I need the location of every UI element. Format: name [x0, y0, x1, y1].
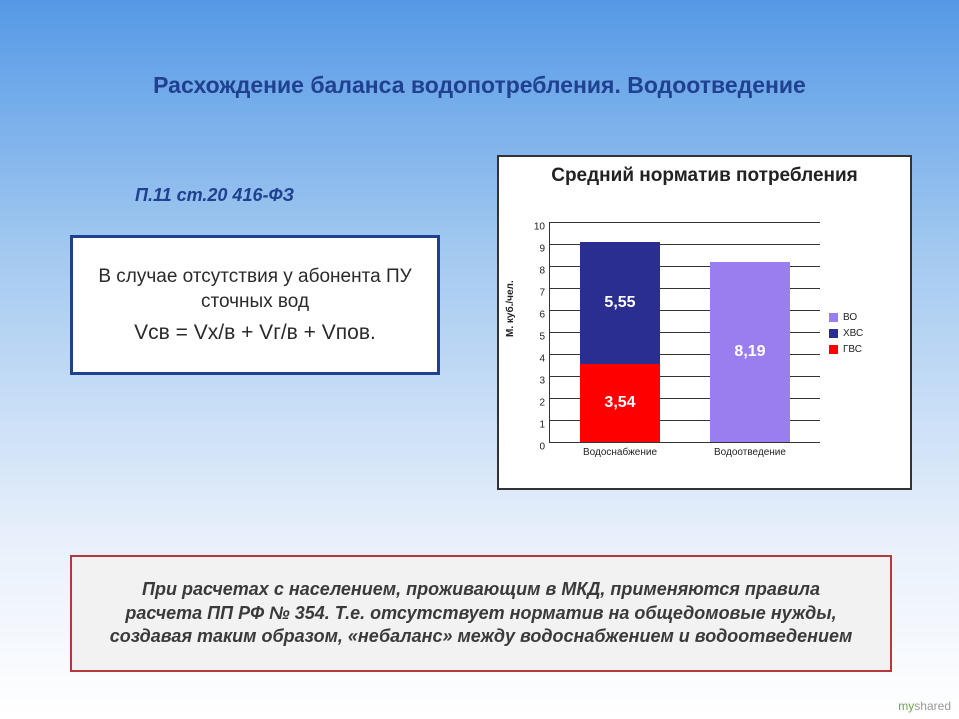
bar-segment: 8,19	[710, 262, 790, 442]
footer-box: При расчетах с населением, проживающим в…	[70, 555, 892, 672]
chart-body: М. куб./чел. 0123456789103,545,55Водосна…	[499, 217, 910, 488]
watermark: myshared	[898, 699, 951, 713]
y-tick-label: 2	[527, 398, 545, 409]
y-tick-label: 10	[527, 222, 545, 233]
y-tick-label: 0	[527, 442, 545, 453]
legend: ВО ХВС ГВС	[829, 312, 863, 360]
formula-text: В случае отсутствия у абонента ПУ сточны…	[83, 265, 427, 314]
legend-item: ХВС	[829, 328, 863, 339]
legend-swatch	[829, 345, 838, 354]
legend-swatch	[829, 313, 838, 322]
bar-segment: 3,54	[580, 364, 660, 442]
x-category-label: Водоснабжение	[570, 447, 670, 458]
bar-segment: 5,55	[580, 242, 660, 364]
chart-title: Средний норматив потребления	[499, 165, 910, 188]
y-axis-label: М. куб./чел.	[505, 280, 516, 337]
legend-item: ВО	[829, 312, 863, 323]
law-reference: П.11 ст.20 416-ФЗ	[135, 185, 294, 206]
chart-container: Средний норматив потребления М. куб./чел…	[497, 155, 912, 490]
y-tick-label: 3	[527, 376, 545, 387]
grid-line	[550, 222, 820, 223]
y-tick-label: 9	[527, 244, 545, 255]
legend-swatch	[829, 329, 838, 338]
y-tick-label: 4	[527, 354, 545, 365]
formula-equation: Vсв = Vх/в + Vг/в + Vпов.	[134, 321, 376, 345]
bar: 3,545,55	[580, 242, 660, 442]
legend-item: ГВС	[829, 344, 863, 355]
watermark-shared: shared	[914, 699, 951, 713]
watermark-my: my	[898, 699, 914, 713]
y-tick-label: 7	[527, 288, 545, 299]
legend-label: ГВС	[843, 344, 862, 355]
bar: 8,19	[710, 262, 790, 442]
footer-text: При расчетах с населением, проживающим в…	[102, 578, 860, 648]
page-title: Расхождение баланса водопотребления. Вод…	[0, 72, 959, 99]
y-tick-label: 1	[527, 420, 545, 431]
plot-area: 0123456789103,545,55Водоснабжение8,19Вод…	[549, 222, 820, 443]
slide: Расхождение баланса водопотребления. Вод…	[0, 0, 959, 719]
legend-label: ХВС	[843, 328, 863, 339]
formula-box: В случае отсутствия у абонента ПУ сточны…	[70, 235, 440, 375]
x-category-label: Водоотведение	[700, 447, 800, 458]
legend-label: ВО	[843, 312, 857, 323]
y-tick-label: 6	[527, 310, 545, 321]
y-tick-label: 5	[527, 332, 545, 343]
y-tick-label: 8	[527, 266, 545, 277]
